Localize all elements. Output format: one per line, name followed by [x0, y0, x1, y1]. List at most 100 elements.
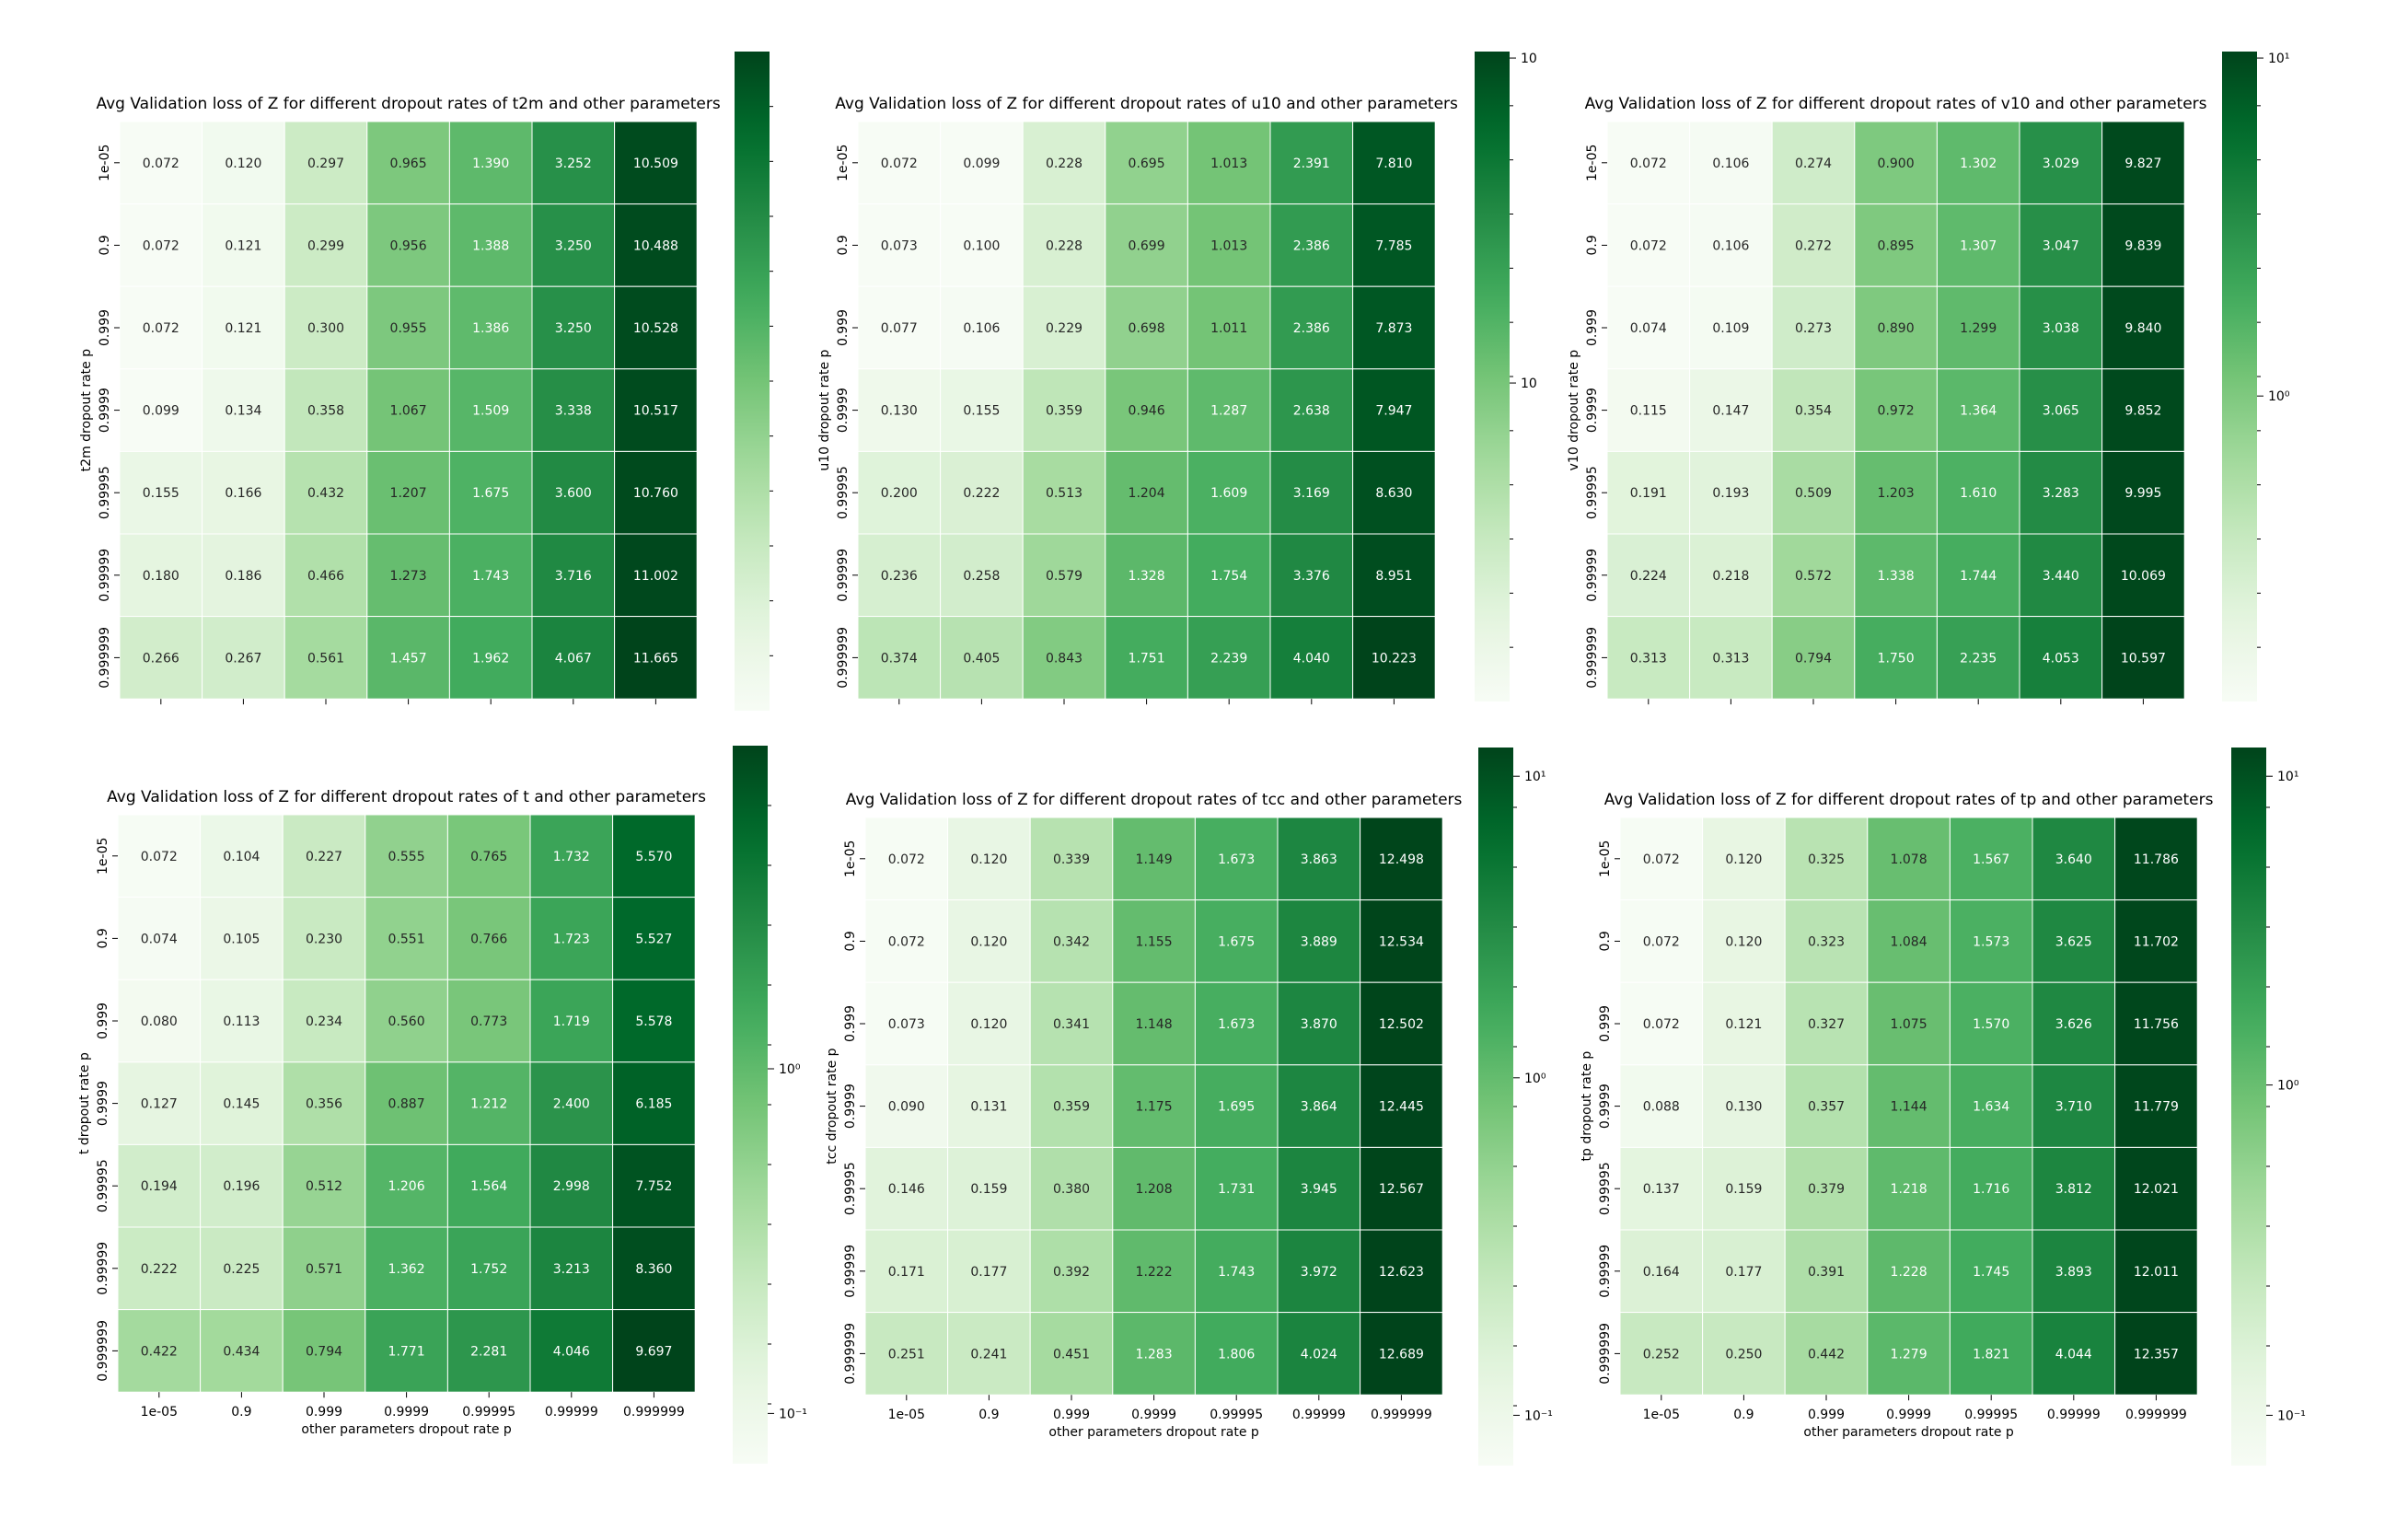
- cell-value-label: 3.047: [2043, 238, 2079, 253]
- heatmap-cell: [940, 285, 1024, 370]
- cell-value-label: 0.130: [881, 404, 918, 419]
- heatmap-cell: [284, 450, 368, 535]
- cell-value-label: 3.710: [2055, 1100, 2092, 1115]
- heatmap-cell: [366, 616, 450, 700]
- cell-value-label: 0.252: [1643, 1347, 1680, 1362]
- heatmap-cell: [857, 203, 942, 287]
- heatmap-cell: [1360, 1229, 1443, 1314]
- cell-value-label: 0.512: [306, 1179, 342, 1194]
- heatmap-cell: [1194, 1312, 1279, 1396]
- cell-value-label: 0.072: [141, 850, 178, 864]
- cell-value-label: 4.044: [2055, 1347, 2092, 1362]
- cell-value-label: 0.354: [1795, 404, 1832, 419]
- cell-value-label: 5.570: [635, 850, 672, 864]
- y-tick-label: 1e-05: [96, 838, 110, 875]
- cell-value-label: 0.131: [970, 1100, 1007, 1115]
- x-tick-label: 0.9999: [1886, 1408, 1931, 1422]
- cell-value-label: 0.342: [1053, 934, 1090, 949]
- cell-value-label: 0.127: [141, 1097, 178, 1112]
- heatmap-cell: [614, 533, 698, 618]
- cell-value-label: 0.234: [306, 1014, 342, 1029]
- cell-value-label: 0.272: [1795, 238, 1832, 253]
- cell-value-label: 0.072: [143, 321, 179, 336]
- heatmap-cell: [1187, 121, 1271, 205]
- heatmap-cell: [284, 121, 368, 205]
- heatmap-cell: [1867, 1229, 1951, 1314]
- panel-title: Avg Validation loss of Z for different d…: [1604, 791, 2214, 809]
- heatmap-cell: [614, 616, 698, 700]
- y-tick-label: 1e-05: [836, 145, 851, 181]
- heatmap-cell: [1854, 203, 1938, 287]
- cell-value-label: 1.207: [390, 486, 427, 501]
- cell-value-label: 0.191: [1630, 486, 1667, 501]
- heatmap-cell: [857, 368, 942, 452]
- cell-value-label: 0.074: [1630, 321, 1667, 336]
- cell-value-label: 0.794: [1795, 651, 1832, 666]
- heatmap-cell: [1854, 285, 1938, 370]
- heatmap-cell: [1771, 203, 1856, 287]
- heatmap-cell: [1606, 285, 1691, 370]
- heatmap-cell: [1936, 121, 2020, 205]
- heatmap-cell: [1606, 616, 1691, 700]
- cell-value-label: 0.258: [963, 569, 1000, 584]
- cell-value-label: 1.673: [1218, 1017, 1255, 1032]
- y-tick-label: 0.9999: [843, 1084, 858, 1129]
- cell-value-label: 4.046: [553, 1344, 590, 1359]
- cell-value-label: 2.998: [553, 1179, 590, 1194]
- heatmap-cell: [1112, 1229, 1196, 1314]
- heatmap-cell: [1949, 899, 2033, 983]
- heatmap-cell: [2101, 203, 2185, 287]
- heatmap-cell: [1352, 616, 1436, 700]
- heatmap-cell: [366, 368, 450, 452]
- heatmap-cell: [1022, 616, 1106, 700]
- x-tick-label: 1e-05: [141, 1405, 178, 1420]
- heatmap-cell: [1352, 450, 1436, 535]
- cell-value-label: 1.675: [472, 486, 509, 501]
- cell-value-label: 7.785: [1375, 238, 1412, 253]
- cell-value-label: 1.362: [388, 1262, 425, 1277]
- cell-value-label: 0.955: [390, 321, 427, 336]
- cell-value-label: 0.072: [1630, 156, 1667, 171]
- y-tick-label: 0.9: [836, 235, 851, 255]
- heatmap-cell: [612, 814, 696, 898]
- cell-value-label: 1.570: [1973, 1017, 2009, 1032]
- colorbar-tick-label: 10: [1521, 377, 1537, 391]
- cell-value-label: 2.235: [1960, 651, 1997, 666]
- cell-value-label: 0.451: [1053, 1347, 1090, 1362]
- heatmap-cell: [1606, 121, 1691, 205]
- cell-value-label: 0.106: [963, 321, 1000, 336]
- cell-value-label: 0.222: [141, 1262, 178, 1277]
- cell-value-label: 0.466: [307, 569, 344, 584]
- cell-value-label: 1.719: [553, 1014, 590, 1029]
- cell-value-label: 0.120: [970, 852, 1007, 867]
- heatmap-cell: [1702, 1312, 1786, 1396]
- heatmap-cell: [2032, 1229, 2116, 1314]
- cell-value-label: 0.193: [1712, 486, 1749, 501]
- heatmap-cell: [1771, 368, 1856, 452]
- heatmap-cell: [1352, 121, 1436, 205]
- cell-value-label: 0.130: [1725, 1100, 1762, 1115]
- heatmap-cell: [1269, 450, 1354, 535]
- heatmap-cell: [284, 285, 368, 370]
- heatmap-cell: [1277, 1064, 1361, 1148]
- cell-value-label: 1.390: [472, 156, 509, 171]
- x-tick-label: 0.99999: [545, 1405, 598, 1420]
- y-tick-label: 0.9: [98, 235, 112, 255]
- heatmap-cell: [614, 285, 698, 370]
- cell-value-label: 2.386: [1293, 321, 1330, 336]
- heatmap-cell: [1352, 533, 1436, 618]
- cell-value-label: 0.177: [1725, 1265, 1762, 1280]
- cell-value-label: 1.457: [390, 651, 427, 666]
- heatmap-cell: [1854, 533, 1938, 618]
- heatmap-cell: [940, 450, 1024, 535]
- x-tick-label: 0.999999: [1371, 1408, 1432, 1422]
- cell-value-label: 0.072: [888, 934, 925, 949]
- cell-value-label: 1.754: [1210, 569, 1247, 584]
- cell-value-label: 0.113: [223, 1014, 260, 1029]
- cell-value-label: 0.228: [1046, 156, 1082, 171]
- cell-value-label: 1.573: [1973, 934, 2009, 949]
- cell-value-label: 8.630: [1375, 486, 1412, 501]
- heatmap-cell: [1771, 450, 1856, 535]
- heatmap-cell: [1619, 1064, 1704, 1148]
- cell-value-label: 1.821: [1973, 1347, 2009, 1362]
